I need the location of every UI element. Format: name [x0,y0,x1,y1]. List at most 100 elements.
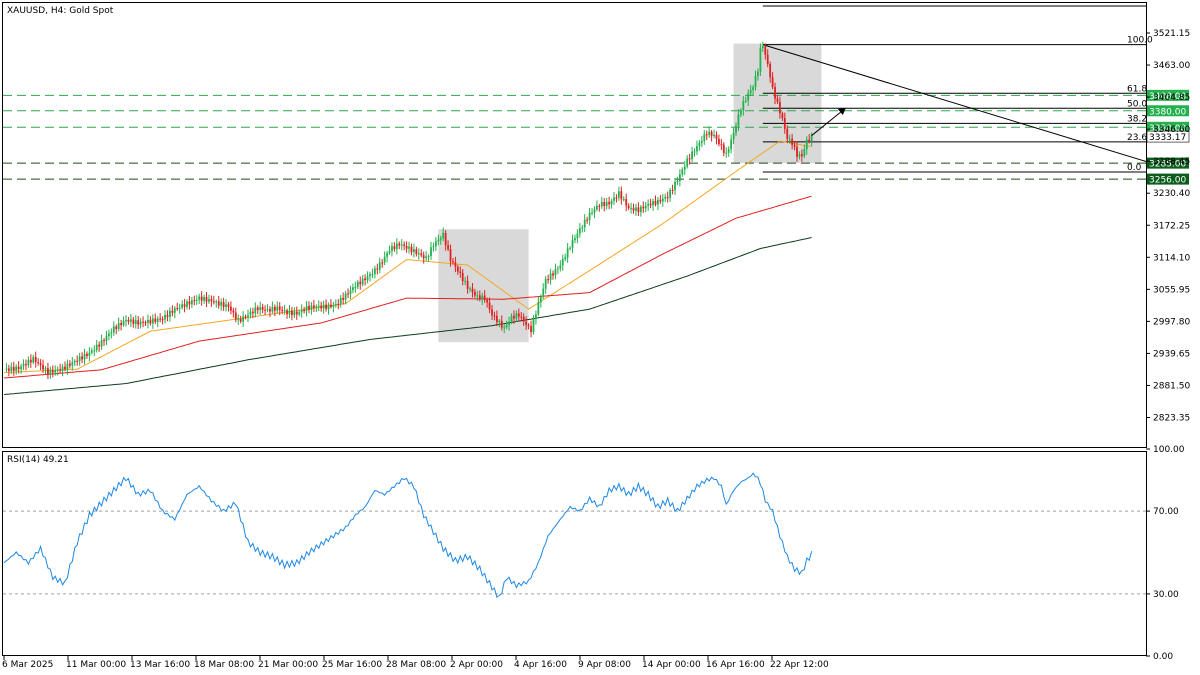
candle-body [86,353,88,356]
candle-body [718,138,720,145]
candle-body [305,305,308,312]
candle-body [112,326,115,333]
price-tick-label: 3463.00 [1153,61,1190,71]
time-tick-label: 18 Mar 08:00 [194,660,254,670]
candle-body [559,265,562,269]
candle-body [422,255,425,259]
candle-body [5,368,8,370]
candle-body [310,305,313,310]
candle-body [242,316,245,322]
candle-body [630,207,632,209]
candle-body [81,356,83,360]
candle-body [371,274,374,276]
candle-body [32,356,35,363]
candle-body [791,138,794,145]
candle-body [544,279,547,289]
candle-body [369,274,371,277]
candle-body [754,75,757,87]
candle-body [308,305,310,310]
level-tag-3380.00 [1147,105,1189,117]
candle-body [461,272,464,281]
fibonacci-retracement[interactable]: 100.0 61.8 50.0 38.2 23.6 0.0 [762,5,1153,173]
candle-body [554,269,557,276]
price-tick-label: 3055.95 [1153,285,1190,295]
candle-body [281,309,284,311]
candle-body [403,244,406,246]
level-tag-3350.00 [1147,121,1189,133]
candle-body [256,307,259,311]
candle-body [59,369,62,371]
rsi-tick-label: 70.00 [1153,507,1179,517]
candle-body [476,295,479,297]
candle-body [644,205,647,209]
candle-body [327,304,330,310]
candle-body [344,293,347,300]
candle-body [535,314,537,320]
candle-body [51,369,54,373]
rsi-tick-label: 100.00 [1153,445,1185,455]
trendline [762,44,1147,162]
candle-body [642,206,645,209]
candle-body [549,273,552,281]
candle-body [588,212,591,221]
candle-body [164,314,166,320]
price-tick-label: 3404.85 [1153,93,1190,103]
candle-body [427,256,430,258]
candle-body [332,305,335,307]
candle-body [744,100,747,102]
candlesticks [5,41,813,379]
candle-body [432,246,435,248]
candle-body [437,239,440,242]
candle-body [561,259,564,266]
candle-body [132,319,135,324]
candle-body [530,325,532,333]
candle-body [749,90,752,94]
candle-body [715,134,718,139]
candle-body [456,266,459,272]
candle-body [122,321,125,326]
candle-body [727,149,730,153]
candle-body [29,359,32,363]
candle-body [64,366,66,370]
candle-body [134,320,137,324]
candle-body [381,262,384,264]
candle-body [237,319,240,321]
candle-body [190,300,193,305]
candle-body [752,86,754,91]
candle-body [798,154,801,157]
level-label-3380.00: 3380.00 [1149,107,1186,117]
candle-body [742,101,745,111]
candle-body [261,307,264,310]
candle-body [298,312,301,315]
candle-body [271,306,274,312]
candle-body [552,273,554,276]
price-panel-frame [2,2,1147,448]
level-label-3285.00: 3285.00 [1149,160,1186,170]
candle-body [142,321,144,323]
candle-body [217,301,220,306]
fib-label-61.8: 61.8 [1127,84,1147,94]
candle-body [61,366,64,371]
candle-body [188,301,191,305]
candle-body [230,306,232,311]
highlight-zone-0 [438,229,529,343]
time-tick-label: 13 Mar 16:00 [130,660,190,670]
rsi-tick-label: 30.00 [1153,590,1179,600]
candle-body [583,219,586,228]
candle-body [447,245,449,250]
candle-body [171,310,174,313]
highlight-zones [438,43,822,343]
candle-body [93,350,96,352]
candle-body [149,319,152,324]
candle-body [564,257,567,260]
candle-body [159,318,162,320]
candle-body [481,295,484,300]
candle-body [444,232,447,246]
candle-body [10,366,13,371]
candle-body [37,362,40,364]
time-tick-label: 6 Mar 2025 [2,660,53,670]
candle-body [39,363,42,365]
candle-body [600,202,603,207]
candle-body [359,281,362,285]
